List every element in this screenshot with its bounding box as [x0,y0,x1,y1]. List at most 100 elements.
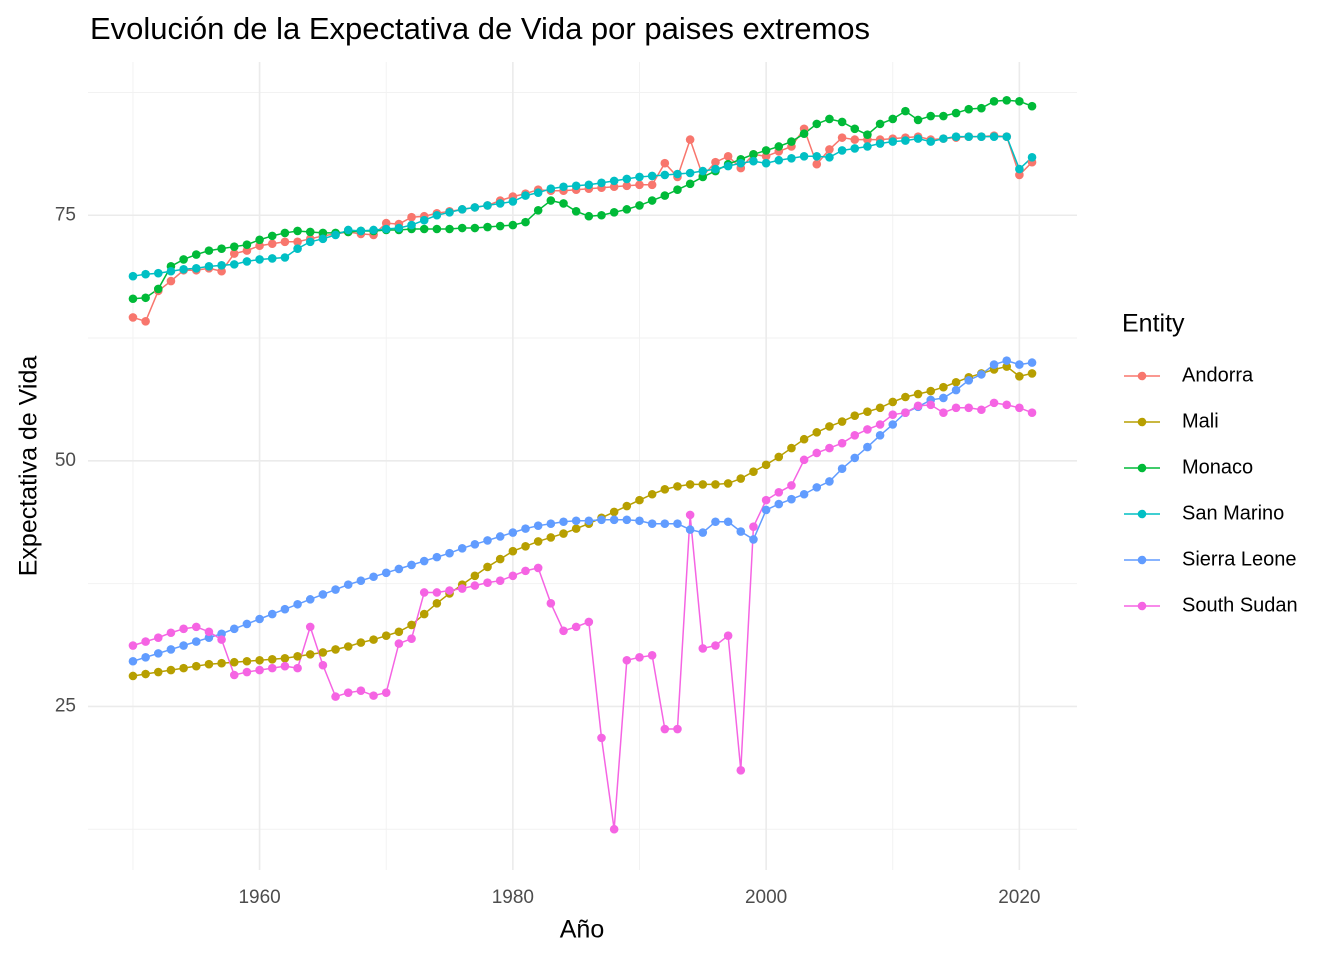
data-point [774,487,784,497]
data-point [305,622,315,632]
data-point [217,244,226,253]
data-point [217,266,226,276]
data-point [483,222,492,232]
data-point [305,237,315,247]
data-point [660,170,670,180]
data-point [673,185,682,195]
data-point [622,205,632,214]
data-point [837,133,847,142]
data-point [749,467,758,476]
data-point [381,631,391,641]
data-point [571,622,581,632]
data-point [989,360,999,369]
data-point [926,400,936,410]
data-point [850,411,860,420]
data-point [533,537,543,546]
data-point [1027,101,1037,111]
data-point [863,407,872,417]
data-point [495,576,505,585]
data-point [546,533,556,542]
data-point [343,642,353,651]
data-point [571,181,581,191]
data-point [660,519,670,529]
data-point [939,408,948,418]
data-point [559,626,568,636]
data-point [331,585,340,594]
data-point [850,453,860,463]
data-point [166,665,176,675]
data-point [546,598,556,608]
data-point [863,425,872,434]
data-point [837,464,847,474]
data-point [457,543,467,553]
data-point [964,132,974,141]
data-point [267,231,277,241]
data-point [179,663,188,673]
data-point [128,271,138,281]
data-point [242,246,252,255]
data-point [508,528,518,537]
data-point [407,620,416,630]
data-point [229,242,239,251]
data-point [305,227,315,237]
data-point [217,261,226,270]
data-point [229,670,239,680]
data-point [939,382,948,392]
data-point [1015,164,1024,174]
data-point [736,158,746,168]
data-point [1002,400,1012,410]
data-point [875,420,885,429]
data-point [673,724,682,734]
data-point [432,210,442,220]
data-point [977,132,986,141]
data-point [685,480,695,489]
data-point [166,276,176,286]
data-point [242,240,252,250]
data-point [799,489,809,499]
data-point [533,563,543,573]
data-point [369,635,378,644]
data-point [470,571,480,581]
data-point [647,171,657,181]
data-point [711,480,720,489]
data-point [1002,132,1012,141]
data-point [179,264,188,274]
data-point [255,655,264,665]
data-point [1015,403,1024,413]
legend-key-point [1137,417,1147,427]
data-point [787,137,796,146]
data-point [331,230,340,240]
data-point [432,598,442,608]
data-point [141,317,150,326]
data-point [787,481,796,490]
data-point [825,443,834,453]
data-point [179,641,188,650]
legend-label: Sierra Leone [1182,548,1297,570]
data-point [913,389,923,399]
data-point [799,129,809,139]
data-point [571,516,581,526]
data-point [837,146,847,155]
data-point [989,398,999,408]
data-point [267,239,277,249]
data-point [698,480,708,489]
data-point [761,158,771,168]
data-point [495,199,505,208]
data-point [673,482,682,491]
data-point [913,401,923,411]
data-point [799,455,809,465]
data-point [761,495,771,505]
data-point [850,135,860,144]
data-point [597,515,606,525]
x-tick-label: 2020 [998,887,1040,908]
data-point [229,260,239,269]
data-point [470,223,480,233]
data-point [470,581,480,590]
data-point [141,653,150,662]
data-point [432,224,442,234]
data-point [774,155,784,165]
data-point [546,184,556,194]
data-point [546,196,556,205]
data-point [964,403,974,413]
